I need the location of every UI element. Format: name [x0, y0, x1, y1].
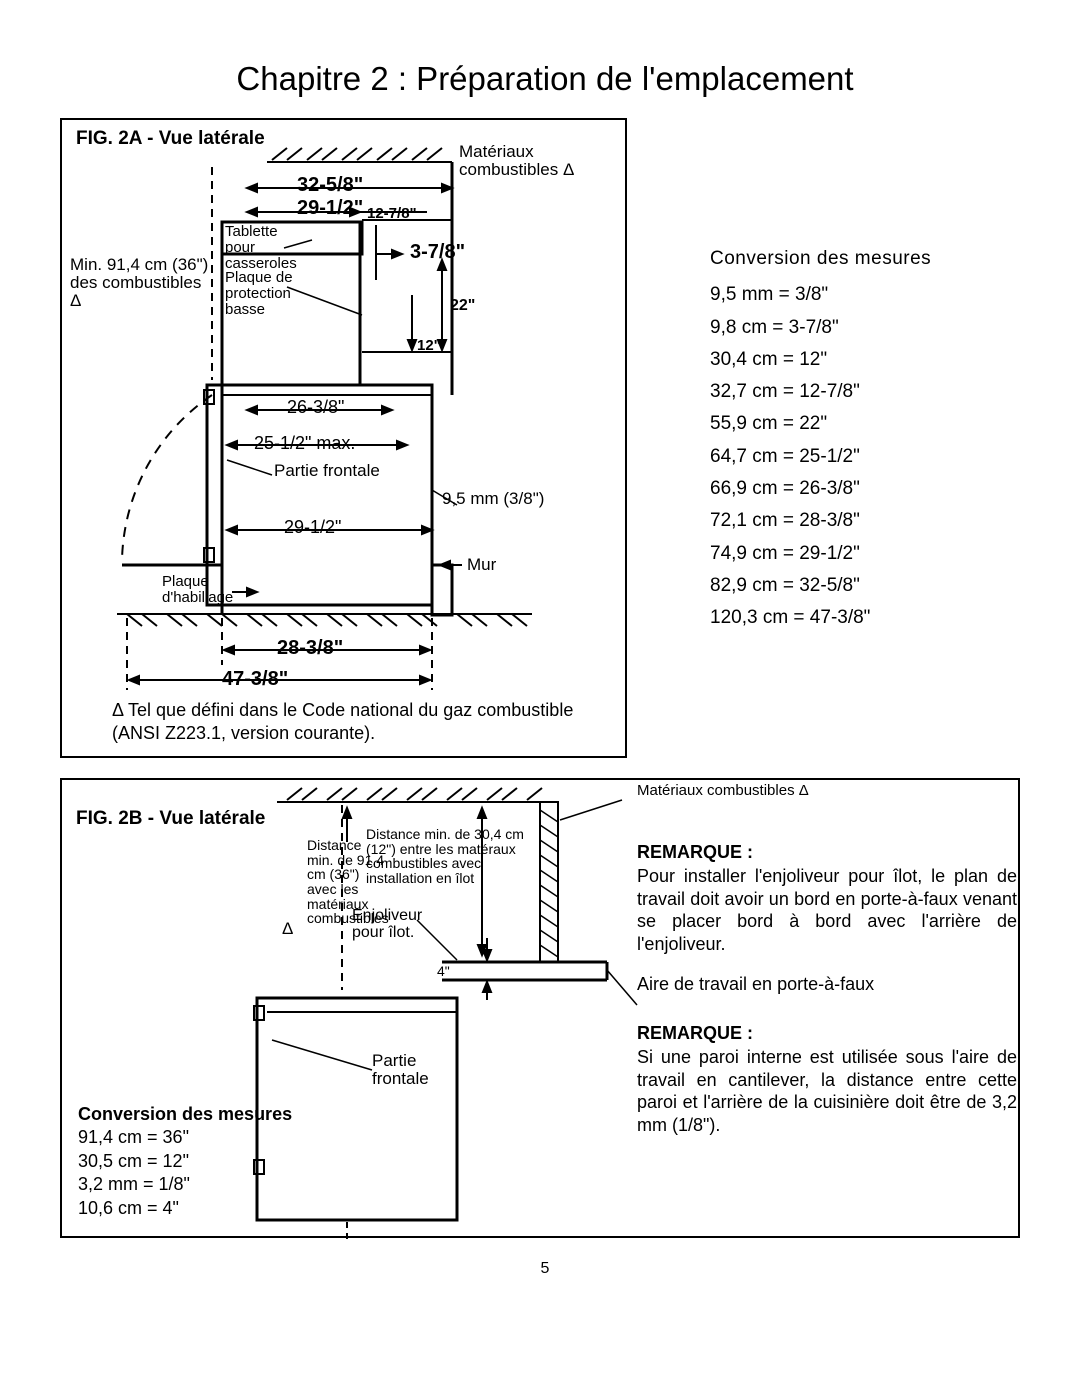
conversion-line: 66,9 cm = 26-3/8"	[710, 473, 931, 505]
conversions-block: Conversion des mesures 9,5 mm = 3/8" 9,8…	[710, 243, 931, 635]
conv2b-line: 30,5 cm = 12"	[78, 1150, 292, 1173]
dim-3-78: 3-7/8"	[410, 242, 465, 263]
figure-2b: FIG. 2B - Vue latérale	[60, 778, 1020, 1238]
dim-28-38: 28-3/8"	[277, 638, 343, 659]
label-tablette: Tablette pour casseroles	[225, 224, 295, 271]
label-partie-frontale-2b: Partie frontale	[372, 1052, 442, 1088]
delta2b: Δ	[282, 920, 293, 938]
label-distmin12: Distance min. de 30,4 cm (12") entre les…	[366, 827, 526, 886]
conversion-line: 9,8 cm = 3-7/8"	[710, 312, 931, 344]
label-mur: Mur	[467, 556, 496, 574]
dim-95mm: 9,5 mm (3/8")	[442, 490, 544, 508]
conv2b-block: Conversion des mesures 91,4 cm = 36" 30,…	[78, 1103, 292, 1220]
side-column: Matériaux combustibles Δ REMARQUE : Pour…	[637, 780, 1017, 1154]
label-enjoliveur: Enjoliveur pour îlot.	[352, 908, 432, 942]
conversion-line: 120,3 cm = 47-3/8"	[710, 602, 931, 634]
conversion-line: 72,1 cm = 28-3/8"	[710, 505, 931, 537]
dim-22: 22"	[450, 298, 475, 315]
conv2b-title: Conversion des mesures	[78, 1103, 292, 1126]
remarque1-body: Pour installer l'enjoliveur pour îlot, l…	[637, 865, 1017, 955]
conversion-line: 55,9 cm = 22"	[710, 408, 931, 440]
dim-29-12-mid: 29-1/2"	[284, 518, 341, 537]
conversion-line: 74,9 cm = 29-1/2"	[710, 538, 931, 570]
conv2b-line: 10,6 cm = 4"	[78, 1197, 292, 1220]
dim-26-38: 26-3/8"	[287, 398, 344, 417]
label-partie-frontale: Partie frontale	[274, 462, 380, 480]
conv2b-line: 91,4 cm = 36"	[78, 1126, 292, 1149]
conversion-line: 32,7 cm = 12-7/8"	[710, 376, 931, 408]
dim-47-38: 47-3/8"	[222, 669, 288, 690]
conversion-line: 30,4 cm = 12"	[710, 344, 931, 376]
dim-32-58: 32-5/8"	[297, 175, 363, 196]
label-plaque-basse: Plaque de protection basse	[225, 270, 295, 317]
remarque1-title: REMARQUE :	[637, 841, 1017, 864]
conversion-line: 64,7 cm = 25-1/2"	[710, 441, 931, 473]
dim-12-78: 12-7/8"	[367, 206, 417, 222]
label-combustibles: Matériaux combustibles Δ	[459, 143, 625, 179]
chapter-title: Chapitre 2 : Préparation de l'emplacemen…	[60, 60, 1030, 98]
dim-25-12: 25-1/2" max.	[254, 434, 355, 453]
page-number: 5	[60, 1260, 1030, 1278]
aire-travail: Aire de travail en porte-à-faux	[637, 973, 1017, 996]
conversion-line: 82,9 cm = 32-5/8"	[710, 570, 931, 602]
conversion-line: 9,5 mm = 3/8"	[710, 279, 931, 311]
label-combustibles-2b: Matériaux combustibles Δ	[637, 782, 1017, 801]
conversions-title: Conversion des mesures	[710, 243, 931, 275]
remarque2-title: REMARQUE :	[637, 1022, 1017, 1045]
dim-4: 4"	[437, 964, 450, 979]
dim-29-12: 29-1/2"	[297, 198, 363, 219]
remarque2-body: Si une paroi interne est utilisée sous l…	[637, 1046, 1017, 1136]
label-plaque-habillage: Plaque d'habillage	[162, 574, 232, 606]
figure-2a: FIG. 2A - Vue latérale	[60, 118, 627, 758]
conv2b-line: 3,2 mm = 1/8"	[78, 1173, 292, 1196]
fig2a-footnote: Δ Tel que défini dans le Code national d…	[112, 699, 602, 744]
dim-12: 12"	[417, 338, 441, 354]
label-min-clearance: Min. 91,4 cm (36") des combustibles Δ	[70, 256, 210, 310]
